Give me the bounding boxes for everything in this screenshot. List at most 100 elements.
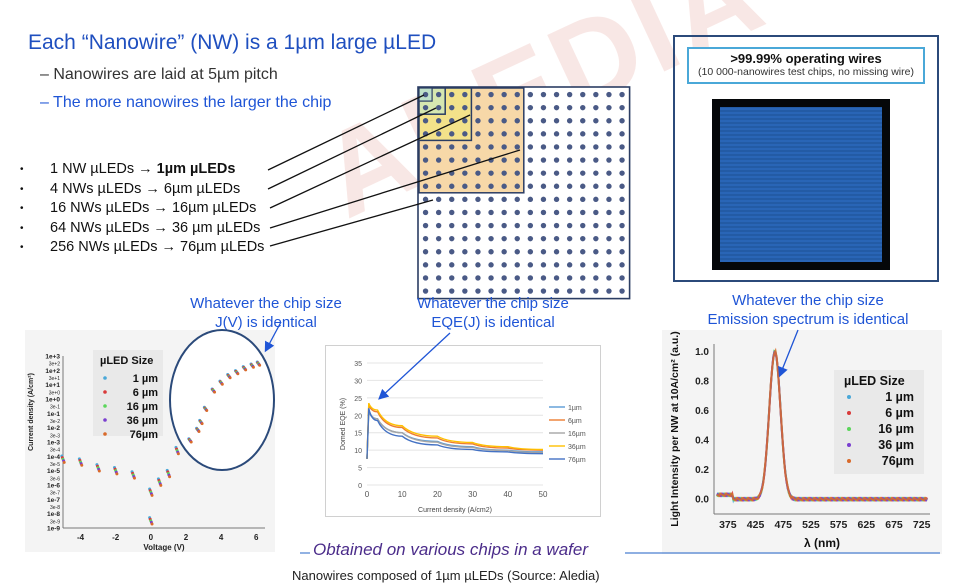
nanowire-dot (566, 183, 573, 189)
nanowire-dot (553, 144, 560, 150)
eqe-x-tick-label: 20 (433, 490, 442, 499)
zoom-data-point (258, 363, 262, 367)
nanowire-dot (514, 183, 520, 189)
nanowire-dot (553, 235, 560, 242)
nanowire-dot (422, 275, 429, 281)
nanowire-dot (422, 235, 429, 242)
nanowire-dot (606, 118, 612, 124)
nanowire-dot (553, 288, 560, 294)
nanowire-dot (580, 131, 586, 137)
nanowire-dot (566, 249, 573, 255)
nanowire-dot (422, 104, 429, 111)
jv-data-point (115, 472, 119, 476)
nanowire-dot (606, 144, 612, 150)
nanowire-dot (619, 235, 625, 242)
nanowire-dot (619, 262, 625, 268)
jv-x-tick-label: 0 (149, 533, 154, 542)
spectrum-y-tick-label: 0.0 (695, 495, 709, 506)
nanowire-dot (553, 91, 560, 98)
nanowire-dot (435, 222, 442, 229)
zoom-data-point (197, 429, 201, 433)
nanowire-dot (488, 131, 494, 137)
nanowire-dot (435, 131, 442, 137)
nanowire-dot (553, 209, 560, 216)
nanowire-dot (488, 235, 494, 242)
nanowire-dot (435, 183, 442, 189)
nanowire-dot (540, 196, 547, 203)
nanowire-dot (606, 288, 612, 294)
jv-legend-marker (103, 418, 107, 422)
caption-line: Whatever the chip size (732, 292, 884, 309)
nanowire-dot (422, 144, 429, 150)
spectrum-chart: 375 425 475 525 575 625 675 725 0.0 0.2 0.4 0.6 0.8 1… (662, 330, 942, 554)
eqe-y-label: Domed EQE (%) (340, 398, 347, 450)
nanowire-dot (540, 288, 547, 294)
eqe-y-tick-label: 30 (354, 378, 362, 385)
nanowire-dot (580, 118, 586, 124)
nanowire-dot (435, 104, 442, 111)
eqe-legend-label: 76µm (568, 457, 586, 464)
nanowire-dot (488, 222, 494, 229)
nanowire-dot (449, 249, 455, 255)
nanowire-dot (514, 118, 520, 124)
operating-wires-box: >99.99% operating wires (10 000-nanowire… (687, 47, 925, 84)
eqe-y-tick-label: 5 (358, 466, 362, 473)
spectrum-legend-label: 36 µm (878, 438, 914, 452)
spectrum-legend-label: 6 µm (885, 406, 914, 420)
nanowire-dot (488, 262, 494, 268)
nanowire-dot (501, 275, 507, 281)
eqe-series-line (366, 409, 544, 459)
nanowire-dot (462, 104, 468, 111)
nanowire-dot (580, 170, 586, 176)
test-chip-image (712, 99, 890, 270)
nanowire-dot (527, 91, 534, 98)
nanowire-dot (422, 262, 429, 268)
nanowire-dot (540, 209, 547, 216)
jv-y-tick-label: 3e-1 (50, 405, 60, 411)
jv-data-point (176, 452, 180, 456)
nanowire-dot (619, 131, 625, 137)
nanowire-dot (593, 91, 599, 98)
nanowire-dot (566, 131, 573, 137)
jv-y-tick-label: 1e-1 (47, 411, 60, 418)
eqe-x-tick-label: 40 (503, 490, 512, 499)
eqe-caption: Whatever the chip size EQE(J) is identic… (400, 294, 586, 332)
eqe-series-line (366, 404, 544, 459)
nanowire-dot (593, 118, 599, 124)
nanowire-dot (566, 157, 573, 163)
nanowire-dot (593, 262, 599, 268)
nanowire-dot (501, 118, 507, 124)
spectrum-caption: Whatever the chip size Emission spectrum… (698, 291, 918, 329)
nanowire-dot (501, 288, 507, 294)
nanowire-dot (540, 131, 547, 137)
nanowire-dot (593, 222, 599, 229)
nanowire-dot (619, 183, 625, 189)
nanowire-dot (462, 222, 468, 229)
jv-y-tick-label: 3e+1 (49, 376, 60, 382)
nanowire-dot (475, 235, 481, 242)
nanowire-dot (422, 249, 429, 255)
nanowire-dot (593, 275, 599, 281)
nanowire-dot (593, 170, 599, 176)
nanowire-dot (475, 104, 481, 111)
nanowire-dot (435, 91, 442, 98)
jv-y-tick-label: 3e-4 (50, 448, 60, 454)
eqe-frame (325, 345, 601, 517)
bullet-arrow (269, 199, 434, 247)
nanowire-dot (527, 209, 534, 216)
nanowire-dot (462, 262, 468, 268)
spectrum-y-tick-label: 0.4 (695, 436, 709, 447)
jv-y-tick-label: 3e-9 (50, 519, 60, 525)
nanowire-dot (580, 288, 586, 294)
jv-y-tick-label: 1e-9 (47, 526, 60, 533)
bullet-text: 4 NWs µLEDs → 6µm µLEDs (50, 180, 241, 197)
list-item: 16 NWs µLEDs → 16µm µLEDs (20, 199, 264, 219)
nanowire-dot (606, 157, 612, 163)
spectrum-y-tick-label: 0.6 (695, 406, 709, 417)
nanowire-dot (435, 196, 442, 203)
nanowire-dot (593, 144, 599, 150)
nanowire-dot (580, 144, 586, 150)
nanowire-dot (527, 196, 534, 203)
nanowire-dot (553, 196, 560, 203)
nanowire-dot (501, 157, 507, 163)
